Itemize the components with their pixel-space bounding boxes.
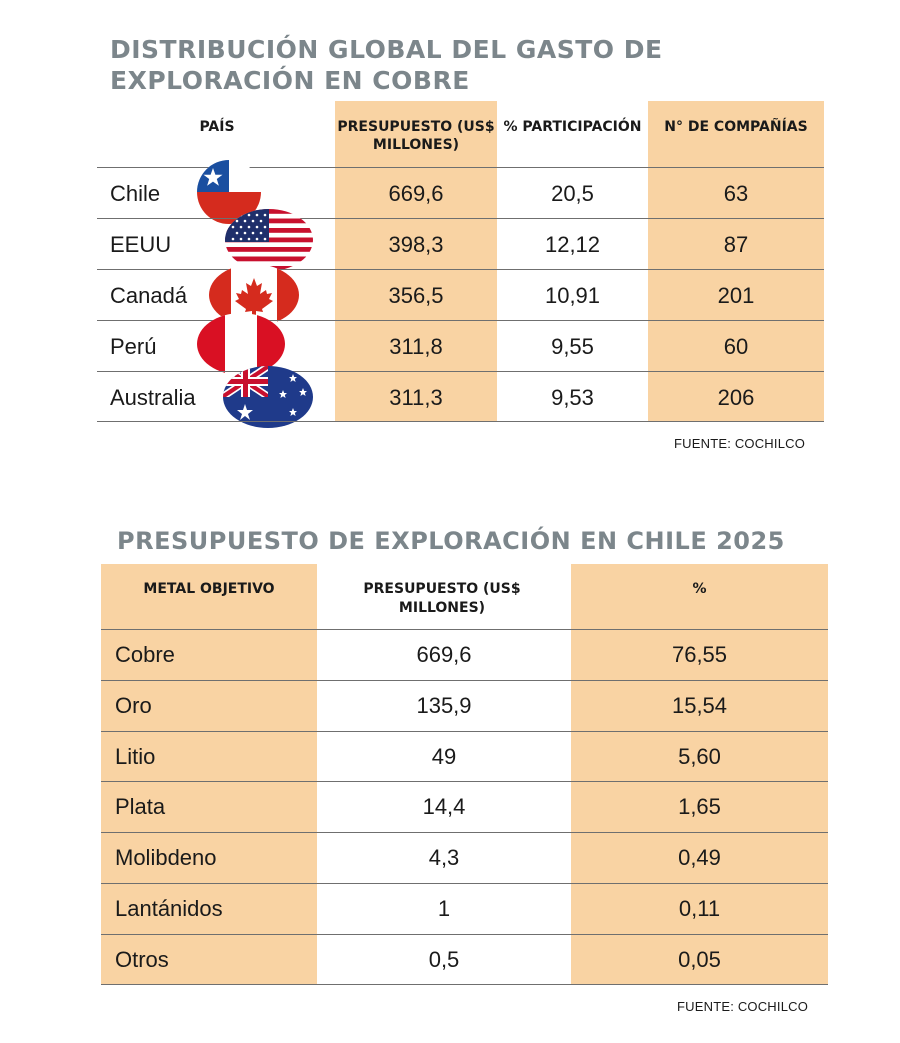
table-row: Oro 135,9 15,54: [101, 681, 828, 731]
chile-table-source: FUENTE: COCHILCO: [677, 999, 809, 1014]
companies-value: 201: [717, 283, 755, 308]
budget-value: 669,6: [416, 642, 472, 667]
table-row: Australia 311,3 9,53 206: [97, 366, 824, 428]
budget-value: 49: [431, 744, 457, 769]
share-value: 10,91: [544, 283, 601, 308]
share-value: 20,5: [551, 181, 594, 206]
header-budget: PRESUPUESTO (US$ MILLONES): [363, 581, 521, 616]
percent-value: 15,54: [671, 693, 728, 718]
chile-exploration-table: METAL OBJETIVO PRESUPUESTO (US$ MILLONES…: [101, 564, 828, 985]
row-rule: [101, 781, 828, 782]
australia-flag-icon: [223, 366, 313, 428]
table-row: Molibdeno 4,3 0,49: [101, 833, 828, 883]
budget-value: 0,5: [428, 947, 460, 972]
row-rule: [101, 680, 828, 681]
table-row: Perú 311,8 9,55 60: [97, 313, 824, 375]
header-budget: PRESUPUESTO (US$ MILLONES): [337, 119, 495, 153]
row-rule: [101, 832, 828, 833]
companies-value: 60: [723, 334, 749, 359]
percent-value: 5,60: [678, 744, 721, 769]
budget-value: 14,4: [422, 794, 466, 819]
budget-value: 311,3: [389, 385, 443, 410]
table-row: Plata 14,4 1,65: [101, 782, 828, 832]
table-row: Otros 0,5 0,05: [101, 935, 828, 985]
country-name: Chile: [110, 181, 161, 206]
country-name: Canadá: [110, 283, 188, 308]
global-table-source: FUENTE: COCHILCO: [674, 436, 806, 451]
header-rule: [101, 629, 828, 630]
budget-value: 669,6: [388, 181, 444, 206]
table-row: Litio 49 5,60: [101, 732, 828, 782]
country-name: Perú: [110, 334, 157, 359]
metal-name: Oro: [115, 693, 152, 718]
percent-value: 0,49: [678, 845, 721, 870]
metal-name: Molibdeno: [115, 845, 217, 870]
header-companies: N° DE COMPAÑÍAS: [664, 119, 808, 135]
bottom-rule: [101, 984, 828, 985]
companies-value: 206: [717, 385, 755, 410]
metal-name: Litio: [115, 744, 156, 769]
row-rule: [101, 934, 828, 935]
share-value: 12,12: [544, 232, 601, 257]
row-rule: [101, 731, 828, 732]
row-rule: [97, 269, 824, 270]
share-value: 9,55: [551, 334, 594, 359]
metal-name: Lantánidos: [115, 896, 223, 921]
companies-column-band: [648, 101, 824, 422]
percent-value: 0,05: [678, 947, 721, 972]
percent-value: 1,65: [678, 794, 721, 819]
budget-value: 135,9: [416, 693, 472, 718]
header-country: PAÍS: [199, 119, 235, 135]
metal-name: Otros: [115, 947, 169, 972]
budget-value: 398,3: [388, 232, 444, 257]
country-name: EEUU: [110, 232, 172, 257]
table-row: Chile 669,6 20,5 63: [97, 160, 824, 224]
share-value: 9,53: [551, 385, 594, 410]
row-rule: [97, 320, 824, 321]
global-table-title: DISTRIBUCIÓN GLOBAL DEL GASTO DE EXPLORA…: [110, 35, 663, 95]
usa-flag-icon: [225, 209, 313, 271]
header-percent: %: [692, 581, 707, 597]
metal-name: Cobre: [115, 642, 175, 667]
metal-name: Plata: [115, 794, 166, 819]
table-row: EEUU 398,3 12,12 87: [97, 209, 824, 271]
budget-value: 1: [437, 896, 451, 921]
metal-column-band: [101, 564, 317, 985]
budget-value: 356,5: [388, 283, 444, 308]
percent-value: 0,11: [678, 896, 721, 921]
percent-column-band: [571, 564, 828, 985]
table-row: Canadá 356,5 10,91 201: [97, 264, 824, 326]
budget-value: 4,3: [428, 845, 460, 870]
row-rule: [97, 371, 824, 372]
budget-column-band: [335, 101, 497, 422]
country-name: Australia: [110, 385, 196, 410]
header-metal: METAL OBJETIVO: [143, 581, 275, 597]
header-share: % PARTICIPACIÓN: [503, 119, 642, 135]
companies-value: 87: [723, 232, 749, 257]
peru-flag-icon: [197, 313, 285, 375]
header-rule: [97, 167, 824, 168]
chile-table-title: PRESUPUESTO DE EXPLORACIÓN EN CHILE 2025: [117, 527, 785, 555]
percent-value: 76,55: [671, 642, 728, 667]
budget-value: 311,8: [389, 334, 443, 359]
row-rule: [97, 218, 824, 219]
table-row: Lantánidos 1 0,11: [101, 884, 828, 934]
companies-value: 63: [723, 181, 749, 206]
global-exploration-table: PAÍS PRESUPUESTO (US$ MILLONES) % PARTIC…: [97, 101, 824, 428]
bottom-rule: [97, 421, 824, 422]
row-rule: [101, 883, 828, 884]
table-row: Cobre 669,6 76,55: [101, 630, 828, 680]
